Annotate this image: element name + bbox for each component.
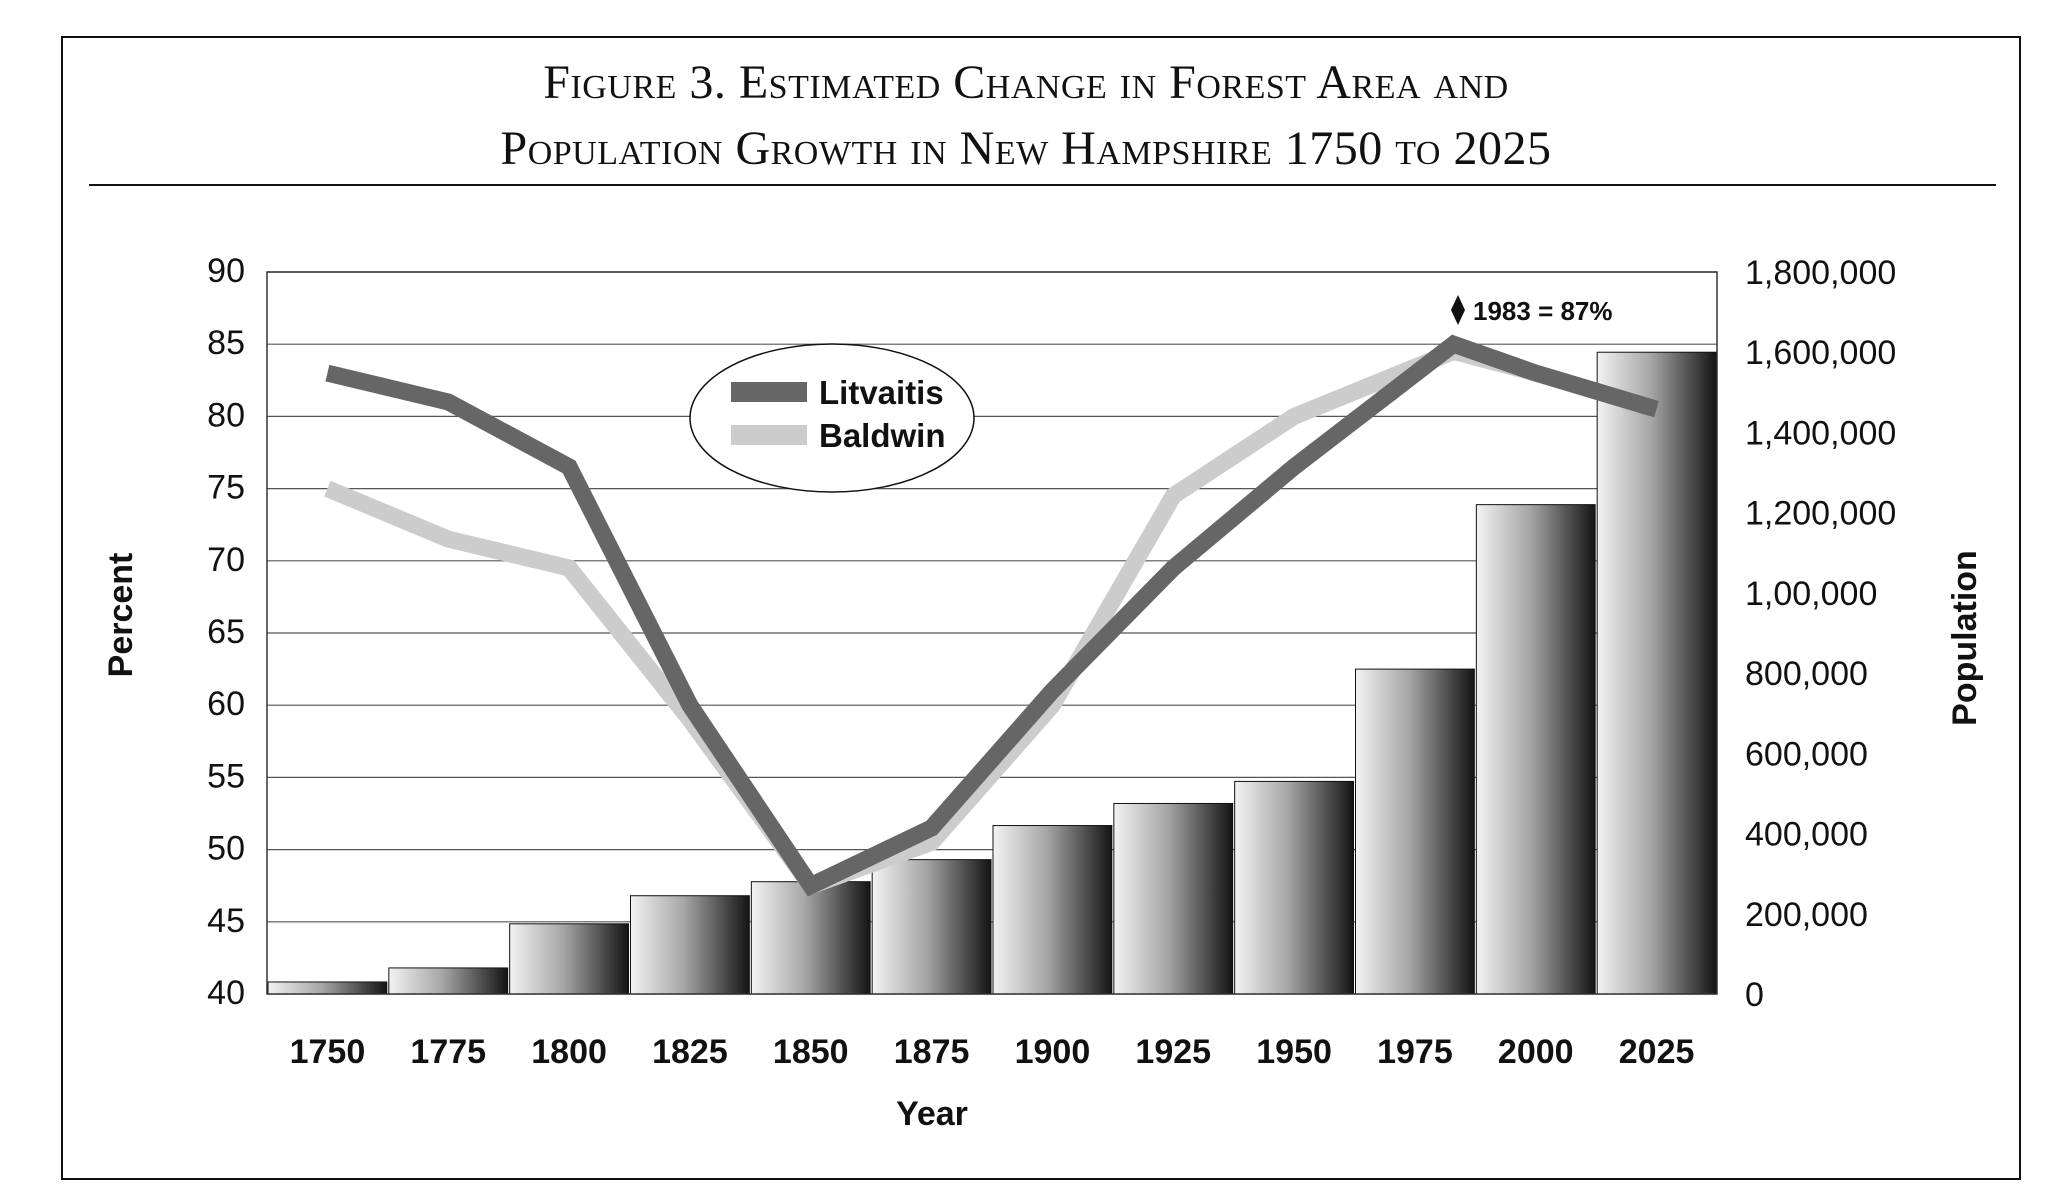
legend-label-baldwin: Baldwin: [819, 417, 946, 454]
left-tick-label: 75: [207, 469, 245, 507]
population-bar: [1355, 668, 1475, 995]
left-tick-label: 40: [207, 974, 245, 1012]
x-tick-label: 1850: [773, 1033, 849, 1071]
legend: Litvaitis Baldwin: [689, 343, 975, 493]
x-tick-label: 1975: [1377, 1033, 1453, 1071]
legend-ellipse: [689, 343, 975, 493]
diamond-marker: [1451, 295, 1465, 325]
population-bar: [1475, 504, 1596, 995]
annotation-text: 1983 = 87%: [1473, 296, 1613, 326]
population-bar: [630, 895, 750, 995]
population-bars: [267, 351, 1717, 995]
x-tick-label: 1800: [531, 1033, 607, 1071]
legend-swatch-litvaitis: [731, 382, 807, 402]
left-tick-label: 45: [207, 902, 245, 940]
title-line-2: Population Growth in New Hampshire 1750 …: [500, 122, 1552, 175]
x-tick-label: 1825: [652, 1033, 728, 1071]
x-tick-label: 1875: [894, 1033, 970, 1071]
left-tick-label: 60: [207, 685, 245, 723]
population-bar: [1113, 802, 1234, 995]
forest-lines: [324, 334, 1660, 897]
right-tick-label: 1,00,000: [1745, 575, 1877, 613]
left-tick-label: 50: [207, 830, 245, 868]
legend-swatch-baldwin: [731, 425, 807, 445]
population-bar: [871, 859, 992, 995]
x-tick-label: 2000: [1498, 1033, 1574, 1071]
population-bar: [992, 825, 1113, 995]
x-tick-label: 1900: [1015, 1033, 1091, 1071]
population-bar: [388, 967, 509, 995]
population-bar: [1596, 351, 1717, 995]
left-axis-ticks: 40 45 50 55 60 65 70 75 80 85 90: [207, 252, 245, 1012]
x-tick-label: 1950: [1256, 1033, 1332, 1071]
right-tick-label: 1,400,000: [1745, 414, 1896, 452]
x-tick-label: 1925: [1135, 1033, 1211, 1071]
x-axis-label: Year: [896, 1095, 968, 1133]
left-tick-label: 55: [207, 757, 245, 795]
figure-title: Figure 3. Estimated Change in Forest Are…: [0, 50, 2052, 182]
right-tick-label: 400,000: [1745, 816, 1868, 854]
peak-annotation: 1983 = 87%: [1451, 295, 1613, 326]
left-tick-label: 70: [207, 541, 245, 579]
series-line-litvaitis: [325, 334, 1660, 897]
left-tick-label: 85: [207, 324, 245, 362]
title-divider: [89, 184, 1996, 186]
right-tick-label: 0: [1745, 976, 1764, 1014]
legend-label-litvaitis: Litvaitis: [819, 374, 944, 411]
x-tick-label: 1775: [410, 1033, 486, 1071]
title-line-1: Figure 3. Estimated Change in Forest Are…: [543, 56, 1509, 109]
right-tick-label: 200,000: [1745, 896, 1868, 934]
population-bar: [267, 981, 388, 995]
left-tick-label: 80: [207, 396, 245, 434]
left-tick-label: 65: [207, 613, 245, 651]
right-tick-label: 600,000: [1745, 735, 1868, 773]
right-tick-label: 800,000: [1745, 655, 1868, 693]
right-tick-label: 1,800,000: [1745, 254, 1896, 292]
plot-area: [266, 271, 1718, 995]
population-bar: [750, 881, 871, 995]
population-bar: [1234, 780, 1354, 995]
right-tick-label: 1,600,000: [1745, 334, 1896, 372]
right-tick-label: 1,200,000: [1745, 495, 1896, 533]
left-axis-label: Percent: [102, 553, 140, 678]
x-tick-label: 1750: [290, 1033, 366, 1071]
right-axis-label: Population: [1946, 550, 1984, 726]
left-tick-label: 90: [207, 252, 245, 290]
population-bar: [509, 923, 629, 995]
figure-frame: [61, 36, 2021, 1180]
x-tick-label: 2025: [1619, 1033, 1695, 1071]
right-axis-ticks: 0 200,000 400,000 600,000 800,000 1,00,000 1,2…: [1745, 254, 1896, 1014]
x-axis-ticks: 1750 1775 1800 1825 1850 1875 1900 1925 1950 1975…: [290, 1033, 1695, 1071]
